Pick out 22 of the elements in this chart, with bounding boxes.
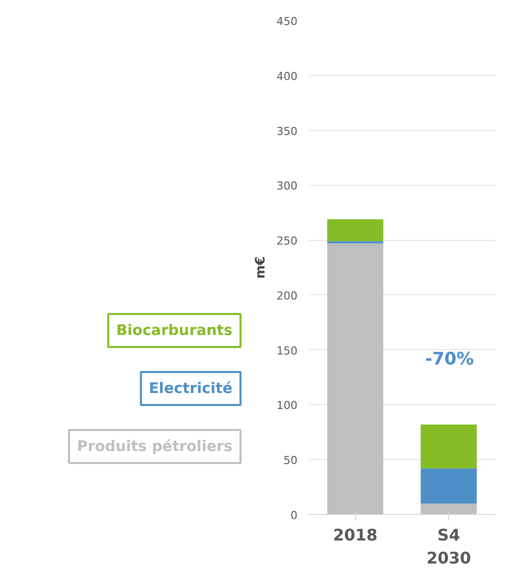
y-tick-label: 450 [276, 15, 298, 28]
y-tick-label: 400 [276, 70, 298, 83]
bar [420, 468, 477, 504]
text: Electricité [148, 380, 233, 397]
x-tick-label: 2018 [332, 526, 378, 544]
y-tick-label: 250 [276, 234, 298, 248]
bar [327, 219, 384, 242]
y-tick-label: 100 [276, 399, 298, 412]
y-tick-label: 0 [290, 509, 298, 522]
text: Produits pétroliers [77, 438, 233, 455]
bar [327, 243, 384, 514]
bar [420, 424, 477, 468]
bar [420, 504, 477, 514]
y-tick-label: 50 [284, 454, 298, 468]
text: Biocarburants [116, 322, 233, 339]
annotation: -70% [425, 350, 474, 370]
y-tick-label: 350 [276, 124, 298, 138]
x-tick-label: S4 2030 [426, 526, 472, 568]
y-tick-label: 150 [276, 344, 298, 358]
y-tick-label: 300 [276, 180, 298, 193]
y-axis-title: m€ [254, 256, 269, 279]
y-tick-label: 200 [276, 289, 298, 302]
